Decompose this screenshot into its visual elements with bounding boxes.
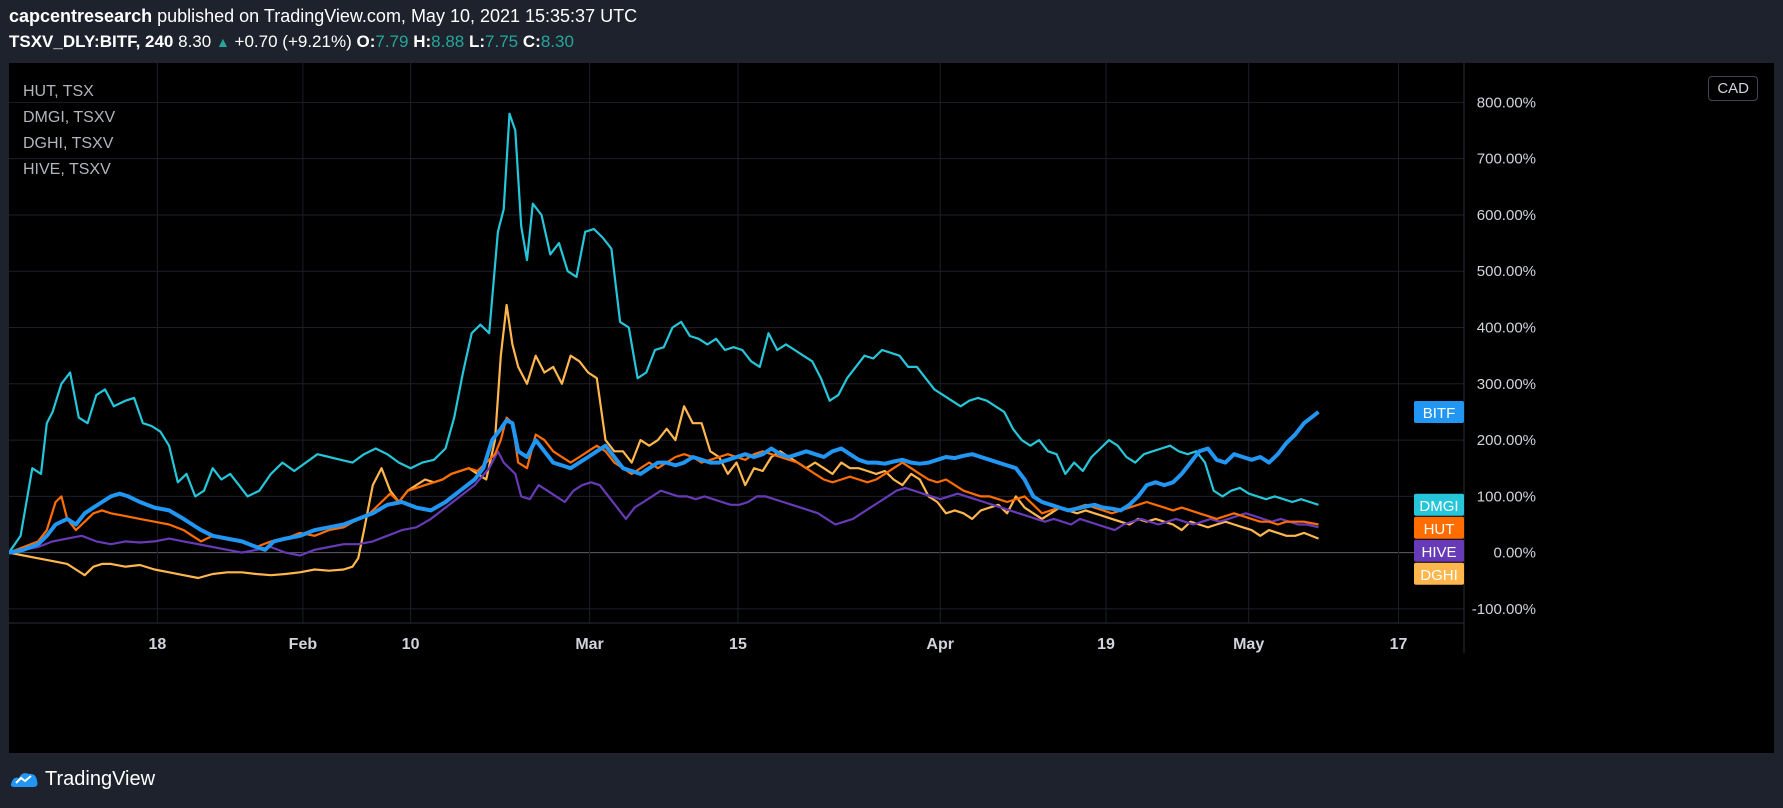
close-value: 8.30	[540, 32, 574, 51]
high-label: H:	[413, 32, 432, 51]
publish-header: capcentresearch published on TradingView…	[9, 6, 637, 27]
x-tick-label: 15	[729, 636, 747, 653]
last-value-badge-dmgi	[1414, 493, 1464, 516]
footer: TradingView	[9, 768, 155, 791]
series-line-dghi	[9, 303, 1319, 580]
last-value-label-hive: HIVE	[1421, 544, 1456, 561]
y-tick-label: 200.00%	[1477, 432, 1536, 449]
last-value-badge-hut	[1414, 516, 1464, 539]
x-tick-label: Apr	[926, 636, 954, 653]
last-price: 8.30	[178, 32, 212, 51]
y-tick-label: 600.00%	[1477, 207, 1536, 224]
up-arrow-icon: ▲	[215, 34, 230, 50]
last-value-label-dmgi: DMGI	[1419, 498, 1458, 515]
author-name: capcentresearch	[9, 6, 153, 26]
tradingview-brand[interactable]: TradingView	[45, 768, 156, 790]
compare-legend: HUT, TSX DMGI, TSXV DGHI, TSXV HIVE, TSX…	[23, 79, 115, 183]
legend-item-dghi[interactable]: DGHI, TSXV	[23, 135, 114, 152]
last-value-badge-hive	[1414, 539, 1464, 562]
y-tick-label: 500.00%	[1477, 263, 1536, 280]
last-value-label-bitf: BITF	[1423, 405, 1456, 422]
legend-item-hive[interactable]: HIVE, TSXV	[23, 161, 111, 178]
x-tick-label: May	[1233, 636, 1264, 653]
last-value-badge-bitf	[1414, 400, 1464, 423]
chart-svg[interactable]: 800.00% 700.00% 600.00% 500.00% 400.00% 300.0…	[9, 63, 1774, 753]
low-value: 7.75	[485, 32, 519, 51]
x-tick-label: 19	[1097, 636, 1115, 653]
y-tick-label: 100.00%	[1477, 488, 1536, 505]
y-tick-label: 0.00%	[1493, 545, 1536, 562]
last-value-label-dghi: DGHI	[1420, 567, 1458, 584]
open-label: O:	[356, 32, 376, 51]
last-value-label-hut: HUT	[1424, 521, 1455, 538]
close-label: C:	[522, 32, 541, 51]
tradingview-logo-icon[interactable]	[9, 770, 39, 790]
symbol-name: TSXV_DLY:BITF, 240	[9, 32, 174, 51]
low-label: L:	[468, 32, 486, 51]
y-tick-label: -100.00%	[1472, 601, 1536, 618]
y-tick-label: 300.00%	[1477, 376, 1536, 393]
x-tick-label: 18	[149, 636, 167, 653]
y-tick-label: 700.00%	[1477, 151, 1536, 168]
last-value-badge-dghi	[1414, 562, 1464, 585]
series-line-dmgi	[9, 112, 1319, 554]
price-change: +0.70 (+9.21%)	[234, 32, 352, 51]
series-line-bitf	[9, 410, 1320, 555]
x-tick-label: Mar	[575, 636, 603, 653]
symbol-header: TSXV_DLY:BITF, 240 8.30 ▲ +0.70 (+9.21%)…	[9, 32, 574, 52]
high-value: 8.88	[431, 32, 465, 51]
y-tick-label: 400.00%	[1477, 320, 1536, 337]
currency-badge[interactable]: CAD	[1708, 76, 1758, 101]
legend-item-hut[interactable]: HUT, TSX	[23, 83, 94, 100]
chart-panel[interactable]: 800.00% 700.00% 600.00% 500.00% 400.00% 300.0…	[9, 63, 1774, 753]
x-tick-label: 17	[1390, 636, 1408, 653]
publish-info: published on TradingView.com, May 10, 20…	[157, 6, 638, 26]
y-tick-label: 800.00%	[1477, 94, 1536, 111]
legend-item-dmgi[interactable]: DMGI, TSXV	[23, 109, 116, 126]
open-value: 7.79	[375, 32, 409, 51]
x-tick-label: 10	[402, 636, 420, 653]
series-line-hive	[9, 450, 1319, 557]
x-tick-label: Feb	[289, 636, 318, 653]
